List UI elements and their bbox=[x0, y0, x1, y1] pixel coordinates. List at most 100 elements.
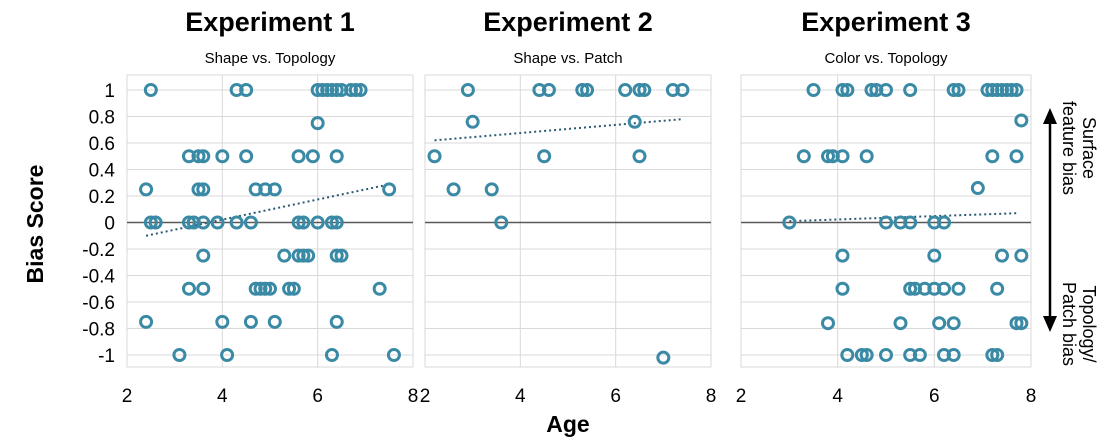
data-point bbox=[541, 83, 556, 97]
side-annotation: Surface feature bias Topology/ Patch bia… bbox=[1043, 101, 1099, 366]
data-point bbox=[196, 149, 211, 164]
data-point bbox=[879, 83, 893, 97]
y-tick-label: 0.8 bbox=[89, 108, 115, 129]
data-point bbox=[903, 281, 918, 296]
side-label-top-line-1: Surface bbox=[1079, 117, 1099, 179]
panel-title: Experiment 3 bbox=[801, 7, 971, 37]
trendline bbox=[434, 118, 683, 142]
data-point bbox=[172, 348, 187, 362]
data-point bbox=[215, 149, 230, 164]
y-tick-label: -1 bbox=[98, 346, 115, 367]
data-point bbox=[951, 83, 966, 97]
data-points bbox=[782, 83, 1029, 362]
trendline bbox=[145, 184, 385, 237]
x-tick-label: 2 bbox=[420, 386, 431, 407]
data-point bbox=[627, 114, 642, 129]
data-point bbox=[258, 281, 273, 296]
data-point bbox=[946, 348, 961, 362]
data-point bbox=[1009, 316, 1024, 331]
data-point bbox=[903, 215, 918, 230]
data-point bbox=[460, 83, 475, 97]
data-point bbox=[990, 281, 1005, 296]
data-point bbox=[382, 182, 397, 197]
y-tick-label: -0.4 bbox=[82, 267, 115, 288]
x-tick-label: 8 bbox=[706, 386, 717, 407]
data-point bbox=[859, 348, 874, 362]
data-point bbox=[139, 182, 154, 197]
data-point bbox=[291, 215, 306, 230]
data-point bbox=[148, 215, 163, 230]
data-point bbox=[618, 83, 633, 97]
data-point bbox=[985, 348, 1000, 362]
data-point bbox=[267, 314, 282, 329]
data-point bbox=[196, 281, 211, 296]
data-point bbox=[840, 348, 855, 362]
data-point bbox=[1009, 149, 1024, 164]
data-point bbox=[139, 314, 154, 329]
data-point bbox=[324, 348, 339, 362]
data-point bbox=[879, 348, 893, 362]
data-point bbox=[656, 350, 671, 365]
data-point bbox=[879, 215, 893, 230]
y-tick-label: 0.6 bbox=[89, 134, 115, 155]
x-axis-title: Age bbox=[546, 411, 589, 437]
panel-subtitle: Color vs. Topology bbox=[824, 50, 948, 67]
data-point bbox=[329, 83, 344, 97]
x-tick-label: 2 bbox=[122, 386, 133, 407]
data-point bbox=[286, 281, 301, 296]
data-point bbox=[946, 316, 961, 331]
data-point bbox=[903, 83, 918, 97]
data-point bbox=[927, 248, 942, 263]
x-tick-label: 6 bbox=[929, 386, 940, 407]
x-tick-label: 8 bbox=[1026, 386, 1037, 407]
y-tick-label: -0.8 bbox=[82, 320, 115, 341]
data-point bbox=[806, 83, 821, 97]
panel-1: Experiment 1 Shape vs. Topology -1 -0.8 -0.6… bbox=[82, 7, 418, 407]
data-point bbox=[796, 149, 811, 164]
data-point bbox=[181, 215, 196, 230]
data-point bbox=[494, 215, 509, 230]
data-point bbox=[196, 182, 211, 197]
data-point bbox=[143, 83, 158, 97]
x-tick-label: 8 bbox=[408, 386, 419, 407]
data-point bbox=[143, 215, 158, 230]
data-point bbox=[427, 149, 442, 164]
y-tick-label: -0.6 bbox=[82, 293, 115, 314]
data-point bbox=[296, 248, 311, 263]
data-point bbox=[893, 316, 908, 331]
data-point bbox=[951, 281, 966, 296]
data-point bbox=[632, 83, 647, 97]
x-tick-label: 2 bbox=[736, 386, 747, 407]
data-point bbox=[329, 314, 344, 329]
data-point bbox=[372, 281, 387, 296]
data-point bbox=[329, 149, 344, 164]
data-point bbox=[243, 314, 258, 329]
data-point bbox=[821, 316, 835, 331]
y-axis-title: Bias Score bbox=[22, 165, 48, 284]
data-point bbox=[296, 215, 311, 230]
data-point bbox=[329, 248, 344, 263]
panel-title: Experiment 2 bbox=[483, 7, 653, 37]
y-tick-label: 1 bbox=[104, 81, 115, 102]
data-point bbox=[267, 182, 282, 197]
data-point bbox=[835, 149, 850, 164]
data-point bbox=[229, 215, 244, 230]
panel-3: Experiment 3 Color vs. Topology 2 4 6 8 bbox=[736, 7, 1037, 407]
data-point bbox=[937, 215, 951, 230]
data-points bbox=[427, 83, 690, 365]
bias-arrow-up-head bbox=[1043, 108, 1057, 124]
data-point bbox=[1014, 316, 1029, 331]
panel-title: Experiment 1 bbox=[185, 7, 355, 37]
data-point bbox=[840, 83, 855, 97]
data-point bbox=[575, 83, 590, 97]
data-point bbox=[1004, 83, 1019, 97]
data-point bbox=[835, 248, 850, 263]
data-point bbox=[282, 281, 297, 296]
data-point bbox=[210, 215, 225, 230]
data-point bbox=[632, 149, 647, 164]
data-point bbox=[329, 215, 344, 230]
data-point bbox=[637, 83, 652, 97]
y-tick-label: 0.4 bbox=[89, 161, 116, 182]
x-tick-label: 4 bbox=[515, 386, 526, 407]
